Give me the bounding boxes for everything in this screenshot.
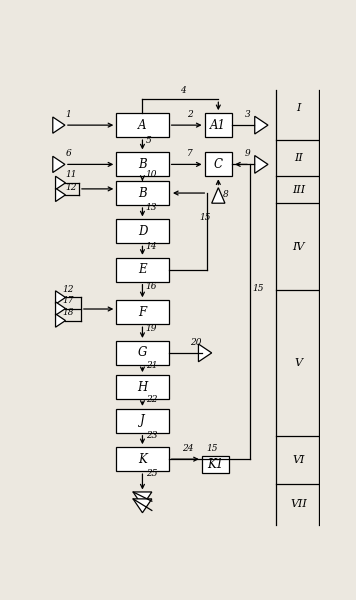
Text: K: K <box>138 452 147 466</box>
Text: 20: 20 <box>190 338 202 347</box>
FancyBboxPatch shape <box>116 220 169 244</box>
Text: 2: 2 <box>187 110 192 119</box>
Text: IV: IV <box>292 242 304 251</box>
Text: 1: 1 <box>66 110 72 119</box>
Polygon shape <box>56 314 66 327</box>
Text: D: D <box>138 225 147 238</box>
Text: 14: 14 <box>146 242 157 251</box>
Text: A: A <box>138 119 147 131</box>
Text: 23: 23 <box>146 431 157 440</box>
Text: 9: 9 <box>245 149 251 158</box>
Polygon shape <box>56 302 66 315</box>
Text: II: II <box>294 154 303 163</box>
Text: 12: 12 <box>66 182 77 191</box>
Polygon shape <box>53 156 65 173</box>
Text: C: C <box>214 158 223 171</box>
Text: VI: VI <box>292 455 304 465</box>
Text: 8: 8 <box>223 190 229 199</box>
FancyBboxPatch shape <box>116 152 169 176</box>
Polygon shape <box>255 155 268 173</box>
Text: I: I <box>296 103 300 113</box>
Polygon shape <box>56 291 66 304</box>
Text: 12: 12 <box>62 285 74 294</box>
Polygon shape <box>198 344 212 362</box>
FancyBboxPatch shape <box>116 375 169 399</box>
FancyBboxPatch shape <box>116 258 169 282</box>
Text: A1: A1 <box>210 119 226 131</box>
Text: 19: 19 <box>146 323 157 332</box>
FancyBboxPatch shape <box>204 113 232 137</box>
Text: 18: 18 <box>62 308 74 317</box>
FancyBboxPatch shape <box>116 300 169 324</box>
FancyBboxPatch shape <box>116 409 169 433</box>
Text: 25: 25 <box>146 469 158 478</box>
Polygon shape <box>133 499 152 513</box>
Text: B: B <box>138 158 147 171</box>
Polygon shape <box>212 188 225 203</box>
Polygon shape <box>53 117 65 133</box>
Text: V: V <box>294 358 302 368</box>
Text: 15: 15 <box>199 213 210 222</box>
Text: 21: 21 <box>146 361 157 370</box>
Text: 22: 22 <box>146 395 157 404</box>
Text: K1: K1 <box>208 458 224 471</box>
Text: 5: 5 <box>146 136 152 145</box>
FancyBboxPatch shape <box>116 447 169 471</box>
Text: 11: 11 <box>66 170 77 179</box>
Text: B: B <box>138 187 147 200</box>
Text: 4: 4 <box>180 86 186 95</box>
Text: 24: 24 <box>182 444 194 453</box>
Text: E: E <box>138 263 147 276</box>
Text: 13: 13 <box>146 203 157 212</box>
Text: H: H <box>137 380 148 394</box>
Text: G: G <box>138 346 147 359</box>
FancyBboxPatch shape <box>116 341 169 365</box>
Polygon shape <box>133 492 152 506</box>
Text: 16: 16 <box>146 282 157 291</box>
Text: 6: 6 <box>66 149 72 158</box>
Text: 7: 7 <box>187 149 192 158</box>
Text: 15: 15 <box>206 444 218 453</box>
Polygon shape <box>56 188 66 202</box>
Text: 17: 17 <box>62 296 74 305</box>
Text: 10: 10 <box>146 170 157 179</box>
Text: J: J <box>140 415 145 427</box>
Text: 15: 15 <box>253 284 264 293</box>
Polygon shape <box>56 176 66 190</box>
Text: 3: 3 <box>245 110 251 119</box>
FancyBboxPatch shape <box>204 152 232 176</box>
FancyBboxPatch shape <box>116 113 169 137</box>
Text: VII: VII <box>290 499 307 509</box>
FancyBboxPatch shape <box>116 181 169 205</box>
Text: III: III <box>292 185 305 195</box>
FancyBboxPatch shape <box>202 456 229 473</box>
Text: F: F <box>138 306 147 319</box>
Polygon shape <box>255 116 268 134</box>
